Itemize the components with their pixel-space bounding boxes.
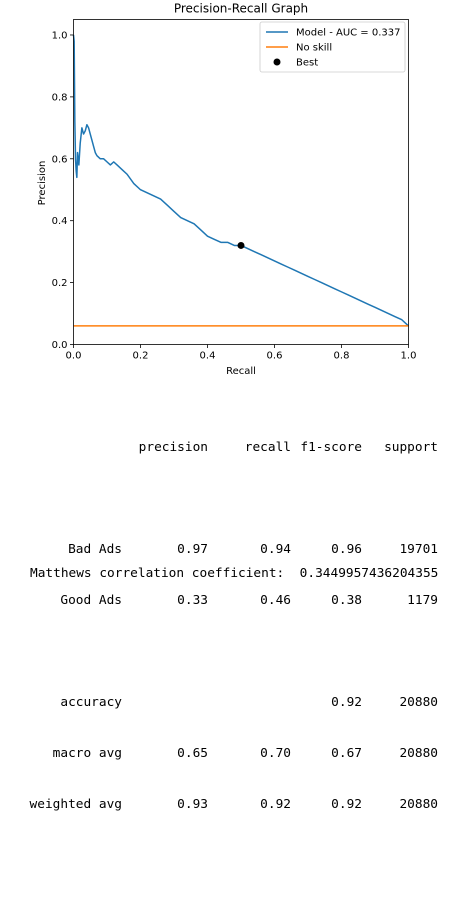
y-tick-label: 0.4 <box>52 216 68 227</box>
report-header: precision recall f1-score support <box>0 439 453 456</box>
plot-frame <box>73 19 409 345</box>
row-f1: 0.38 <box>331 593 362 608</box>
row-precision: 0.97 <box>177 542 208 557</box>
row-label: weighted avg <box>29 797 122 812</box>
mcc-label: Matthews correlation coefficient: <box>30 566 285 581</box>
row-f1: 0.92 <box>331 695 362 710</box>
row-recall: 0.70 <box>260 746 291 761</box>
header-f1: f1-score <box>300 440 362 455</box>
row-support: 20880 <box>399 695 438 710</box>
x-axis-label: Recall <box>226 366 256 377</box>
legend-marker-best <box>273 58 281 66</box>
row-precision: 0.93 <box>177 797 208 812</box>
legend: Model - AUC = 0.337 No skill Best <box>259 21 406 73</box>
y-axis-label: Precision <box>37 161 48 206</box>
row-label: macro avg <box>52 746 122 761</box>
report-row-accuracy: accuracy 0.92 20880 <box>0 694 453 711</box>
legend-label-best: Best <box>296 58 318 69</box>
x-tick-label: 0.0 <box>66 351 82 362</box>
x-tick-label: 0.4 <box>200 351 216 362</box>
mcc-line: Matthews correlation coefficient: 0.3449… <box>30 566 438 581</box>
row-support: 1179 <box>407 593 438 608</box>
header-precision: precision <box>138 440 208 455</box>
report-row-bad-ads: Bad Ads 0.97 0.94 0.96 19701 <box>0 541 453 558</box>
row-precision: 0.65 <box>177 746 208 761</box>
row-support: 19701 <box>399 542 438 557</box>
row-label: Bad Ads <box>68 542 122 557</box>
header-support: support <box>384 440 438 455</box>
row-recall: 0.94 <box>260 542 291 557</box>
header-recall: recall <box>244 440 291 455</box>
row-recall: 0.92 <box>260 797 291 812</box>
report-row-weighted-avg: weighted avg 0.93 0.92 0.92 20880 <box>0 796 453 813</box>
row-precision: 0.33 <box>177 593 208 608</box>
y-tick-label: 0.2 <box>52 278 68 289</box>
best-point <box>237 241 245 249</box>
row-f1: 0.67 <box>331 746 362 761</box>
report-row-macro-avg: macro avg 0.65 0.70 0.67 20880 <box>0 745 453 762</box>
mcc-value: 0.3449957436204355 <box>299 566 439 581</box>
y-axis: 0.0 0.2 0.4 0.6 0.8 1.0 <box>52 30 74 351</box>
y-tick-label: 0.0 <box>52 340 68 351</box>
x-tick-label: 1.0 <box>401 351 417 362</box>
report-row-good-ads: Good Ads 0.33 0.46 0.38 1179 <box>0 592 453 609</box>
y-tick-label: 0.8 <box>52 92 68 103</box>
x-tick-label: 0.6 <box>267 351 283 362</box>
classification-report: precision recall f1-score support Bad Ad… <box>0 405 453 830</box>
row-recall: 0.46 <box>260 593 291 608</box>
x-tick-label: 0.2 <box>133 351 149 362</box>
chart-title: Precision-Recall Graph <box>174 2 308 16</box>
row-f1: 0.96 <box>331 542 362 557</box>
x-tick-label: 0.8 <box>334 351 350 362</box>
row-label: Good Ads <box>60 593 122 608</box>
row-f1: 0.92 <box>331 797 362 812</box>
legend-label-no-skill: No skill <box>296 43 332 54</box>
precision-recall-chart: Precision-Recall Graph 0.0 0.2 0.4 0.6 0.8 1.… <box>37 2 417 378</box>
y-tick-label: 0.6 <box>52 154 68 165</box>
row-label: accuracy <box>60 695 122 710</box>
series-line-model <box>72 34 410 327</box>
legend-label-model: Model - AUC = 0.337 <box>296 28 401 39</box>
legend-box <box>259 21 406 73</box>
row-support: 20880 <box>399 797 438 812</box>
y-tick-label: 1.0 <box>52 30 68 41</box>
plot-area <box>72 34 410 327</box>
x-axis: 0.0 0.2 0.4 0.6 0.8 1.0 <box>66 344 417 362</box>
row-support: 20880 <box>399 746 438 761</box>
